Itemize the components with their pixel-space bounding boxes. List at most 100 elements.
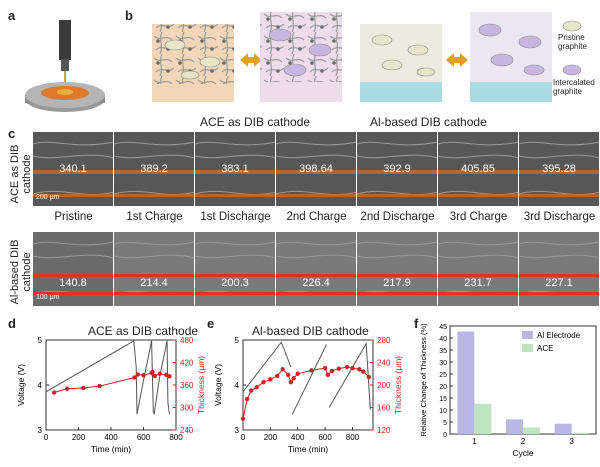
thickness-point xyxy=(132,375,137,380)
voltage-line xyxy=(45,340,170,415)
al-thickness-value: 226.4 xyxy=(302,277,330,289)
thickness-point xyxy=(240,416,246,421)
legend-swatch xyxy=(522,344,533,352)
y-tick-label: 5 xyxy=(443,420,447,427)
chart-f: 0 5 10 15 20 25 30 35 40 45 1 2 3 Cycle Relative Chang… xyxy=(419,323,597,458)
bar-ace xyxy=(523,427,540,434)
y-axis-label: Voltage (V) xyxy=(213,364,223,406)
ace-micrograph-3: 383.1 xyxy=(195,132,275,206)
thickness-point xyxy=(288,379,294,385)
ace-micrograph-6: 405.85 xyxy=(438,132,518,206)
al-micrograph-3: 200.3 xyxy=(195,232,275,306)
thickness-point xyxy=(329,368,335,374)
thickness-point xyxy=(366,374,372,380)
thickness-point xyxy=(81,385,86,391)
thickness-point xyxy=(361,369,366,374)
y-tick-label: 4 xyxy=(38,381,43,390)
al-micrograph-1: 140.8 xyxy=(33,232,113,306)
thickness-line xyxy=(242,366,370,419)
al-micrograph-7: 227.1 xyxy=(519,232,599,306)
y-tick-label: 5 xyxy=(38,336,43,345)
y-axis-label: Relative Change of Thickness (%) xyxy=(419,323,428,437)
bar-ace xyxy=(474,403,492,434)
thickness-point xyxy=(64,386,70,391)
y-axis-label: Voltage (V) xyxy=(16,364,26,406)
al-thickness-value: 231.7 xyxy=(464,277,492,289)
thickness-point xyxy=(167,374,172,379)
panel-c-title-al: Al-based DIB cathode xyxy=(370,115,487,129)
thickness-point xyxy=(344,364,350,370)
al-micrograph-5: 217.9 xyxy=(357,232,437,306)
thickness-point xyxy=(285,372,291,378)
ace-thickness-value: 340.1 xyxy=(59,163,87,175)
x-axis-label: Time (min) xyxy=(91,444,131,454)
scale-bar-ace: 200 μm xyxy=(36,194,60,201)
x-tick-label: 400 xyxy=(104,433,118,442)
al-micrograph-2: 214.4 xyxy=(114,232,194,306)
stage-label: Pristine xyxy=(54,211,93,223)
y-tick-label: 45 xyxy=(439,324,447,331)
y-tick-label: 10 xyxy=(439,408,447,415)
y2-axis-label: Thickness (μm) xyxy=(393,356,403,414)
y2-tick-label: 160 xyxy=(377,404,391,413)
thickness-point xyxy=(291,376,296,381)
x-tick-label: 0 xyxy=(241,433,246,442)
thickness-point xyxy=(336,366,341,371)
thickness-point xyxy=(261,379,266,385)
stage-label: 3rd Discharge xyxy=(523,211,596,223)
y-tick-label: 5 xyxy=(235,336,240,345)
thickness-point xyxy=(254,385,259,390)
y2-tick-label: 240 xyxy=(180,426,194,435)
panel-f-label: f xyxy=(414,316,419,331)
voltage-line xyxy=(242,341,371,415)
thickness-point xyxy=(152,373,158,379)
thickness-point xyxy=(51,390,57,395)
chart-e-title: Al-based DIB cathode xyxy=(252,324,369,338)
ace-thickness-value: 392.9 xyxy=(383,163,411,175)
panel-c-label: c xyxy=(8,126,16,141)
y2-axis-label: Thickness (μm) xyxy=(196,356,206,414)
stage-label: 2nd Charge xyxy=(286,211,347,223)
thickness-point xyxy=(157,371,162,376)
x-tick-label: 800 xyxy=(346,433,360,442)
thickness-point xyxy=(322,365,328,371)
thickness-point xyxy=(244,396,250,402)
ace-micrograph-7: 395.28 xyxy=(519,132,599,206)
ace-thickness-value: 389.2 xyxy=(140,163,168,175)
y2-tick-label: 120 xyxy=(377,426,391,435)
x-axis-label: Cycle xyxy=(512,448,534,458)
scale-bar-al: 100 μm xyxy=(36,294,60,301)
ace-thickness-value: 395.28 xyxy=(542,163,576,175)
y-tick-label: 40 xyxy=(439,336,447,343)
y-tick-label: 35 xyxy=(439,348,447,355)
thickness-point xyxy=(309,368,314,373)
x-tick-label: 600 xyxy=(318,433,332,442)
x-tick-label: 200 xyxy=(72,433,86,442)
microscope-illustration xyxy=(25,20,105,112)
al-thickness-value: 140.8 xyxy=(59,277,87,289)
panel-c-title-ace: ACE as DIB cathode xyxy=(200,115,311,129)
legend-label: ACE xyxy=(537,344,553,353)
x-tick-label: 200 xyxy=(264,433,278,442)
y2-tick-label: 480 xyxy=(180,336,194,345)
stage-label: 3rd Charge xyxy=(449,211,508,223)
bar-al-electrode xyxy=(554,423,572,434)
y-tick-label: 20 xyxy=(439,384,447,391)
stage-label: 1st Charge xyxy=(126,211,183,223)
x-tick-label: 1 xyxy=(472,437,477,446)
y-tick-label: 30 xyxy=(439,360,447,367)
bar-al-electrode xyxy=(506,419,523,434)
al-micrograph-4: 226.4 xyxy=(276,232,356,306)
row-label-ace: ACE as DIB cathode xyxy=(9,144,33,204)
row-label-al: Al-based DIB cathode xyxy=(9,239,33,305)
y-tick-label: 4 xyxy=(235,381,240,390)
x-tick-label: 600 xyxy=(137,433,151,442)
al-thickness-value: 217.9 xyxy=(383,277,411,289)
y2-tick-label: 200 xyxy=(377,381,391,390)
panel-d-label: d xyxy=(8,316,16,331)
legend-intercalated-graphite: Intercalated graphite xyxy=(553,78,595,96)
panel-b-label: b xyxy=(125,8,133,23)
thickness-point xyxy=(268,377,273,382)
legend-pristine-graphite: Pristine graphite xyxy=(558,33,587,51)
y-tick-label: 3 xyxy=(38,426,43,435)
